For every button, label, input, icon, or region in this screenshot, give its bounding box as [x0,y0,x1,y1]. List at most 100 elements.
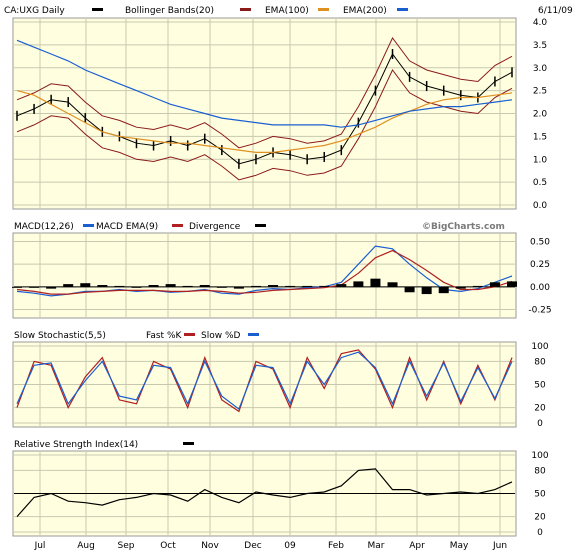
y-tick-label: 2.0 [533,110,548,120]
divergence-bar [302,285,313,287]
slowd-legend-label: Slow %D [201,331,240,341]
divergence-bar [12,286,22,288]
month-label: Jul [34,541,46,551]
series-line-ema-200- [16,39,513,128]
y-tick-label: 3.0 [533,64,548,74]
series-line-fast-k [16,349,513,413]
divergence-bar [165,284,176,287]
y-tick-label: 100 [531,342,548,352]
divergence-bar [131,286,142,288]
month-label: Dec [244,541,261,551]
series-line-slow-d [16,351,513,411]
bb-legend-swatch [240,8,251,11]
divergence-legend-label: Divergence [189,222,241,232]
y-tick-label: 80 [534,466,546,476]
divergence-bar [507,281,517,287]
divergence-bar [438,286,449,294]
ema100-legend-label: EMA(100) [265,6,309,16]
month-label: Apr [409,541,425,551]
tick-layer: Jul Aug Sep Oct Nov Dec 09 Feb Mar Apr May Jun 4.0 3.… [34,18,552,551]
y-tick-label: 50 [534,490,546,500]
watermark: ©BigCharts.com [422,222,505,232]
month-label: Mar [368,541,385,551]
y-tick-label: 20 [534,513,546,523]
y-tick-label: 50 [534,381,546,391]
y-tick-label: 0.50 [530,238,550,248]
bb-legend-label: Bollinger Bands(20) [125,6,214,16]
divergence-bar [233,286,244,289]
y-tick-label: 80 [534,357,546,367]
month-label: Feb [328,541,344,551]
grid-layer [14,19,515,535]
divergence-bar [370,278,381,287]
date-label: 6/11/09 [538,6,573,16]
divergence-bar [216,286,227,288]
price-line [16,53,513,165]
y-tick-label: 20 [534,404,546,414]
divergence-bar [387,282,398,287]
month-label: Jun [492,541,507,551]
divergence-bar [29,286,40,288]
y-tick-label: 0.25 [530,260,550,270]
month-label: Oct [160,541,176,551]
y-tick-label: 1.5 [533,132,547,142]
month-label: Nov [201,541,219,551]
series-line-macd-ema-9- [16,249,513,295]
month-label: Sep [118,541,135,551]
y-tick-label: -0.25 [528,305,551,315]
divergence-bar [148,285,159,287]
y-tick-label: 0.5 [533,178,547,188]
y-tick-label: 1.0 [533,155,548,165]
macd-ema-legend-swatch [172,224,183,227]
divergence-bar [319,285,330,287]
fastk-legend-label: Fast %K [146,331,182,341]
rsi-legend-swatch [183,442,194,445]
divergence-bar [268,285,279,287]
divergence-bar [46,286,57,289]
series-line-relative-strength-index-14- [16,468,513,517]
divergence-bar [97,285,108,287]
ema200-legend-swatch [397,8,408,11]
month-label: Aug [77,541,95,551]
y-tick-label: 0 [537,528,543,538]
divergence-bar [421,286,432,295]
bollinger-lower [16,69,513,181]
y-tick-label: 0.0 [533,201,548,211]
divergence-bar [489,282,500,287]
month-label: 09 [284,541,296,551]
divergence-bar [199,285,210,287]
macd-panel [12,232,517,319]
macd-legend-swatch [83,224,94,227]
stoch-legend-label: Slow Stochastic(5,5) [14,331,106,341]
divergence-bar [336,284,347,287]
slowd-legend-swatch [248,333,259,336]
divergence-bar [285,285,296,287]
y-tick-label: 0 [537,419,543,429]
rsi-legend-label: Relative Strength Index(14) [14,440,138,450]
y-tick-label: 2.5 [533,87,547,97]
divergence-bar [404,286,415,293]
series-line-ema-100- [16,90,513,153]
bollinger-upper [16,37,513,149]
divergence-bar [114,285,125,287]
macd-ema-legend-label: MACD EMA(9) [96,222,158,232]
y-tick-label: 0.00 [530,283,550,293]
divergence-bar [80,283,91,287]
divergence-bar [455,286,466,289]
y-tick-label: 100 [531,451,548,461]
divergence-bar [250,285,261,287]
month-label: May [450,541,469,551]
ema200-legend-label: EMA(200) [343,6,387,16]
divergence-bar [182,285,193,287]
divergence-bar [353,281,364,287]
fastk-legend-swatch [184,333,195,336]
price-legend-swatch [92,8,103,11]
divergence-legend-swatch [255,224,266,227]
series-layer [12,37,517,517]
divergence-bar [472,285,483,287]
y-tick-label: 3.5 [533,41,547,51]
divergence-bar [63,284,74,287]
symbol-label: CA:UXG Daily [4,6,65,16]
